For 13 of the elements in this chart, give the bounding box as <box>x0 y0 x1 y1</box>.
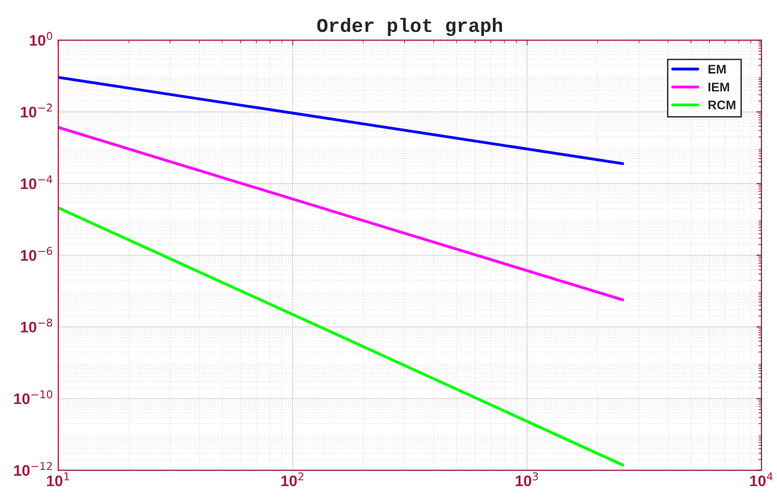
y-tick-label: 10$^{−4}$ <box>20 175 52 190</box>
chart-title: Order plot graph <box>317 18 502 36</box>
legend-label: RCM <box>708 100 736 110</box>
y-tick-label: 10$^{0}$ <box>30 32 52 46</box>
x-tick-label: 10$^{2}$ <box>281 472 304 486</box>
y-tick-label: 10$^{−8}$ <box>20 318 52 333</box>
y-tick-label: 10$^{−6}$ <box>20 246 52 261</box>
y-tick-label: 10$^{−2}$ <box>20 104 52 118</box>
x-tick-label: 10$^{4}$ <box>750 472 773 486</box>
legend-label: EM <box>708 64 726 74</box>
y-tick-label: 10$^{−10}$ <box>14 390 52 404</box>
legend-label: IEM <box>708 82 730 92</box>
x-tick-label: 10$^{3}$ <box>516 472 538 486</box>
